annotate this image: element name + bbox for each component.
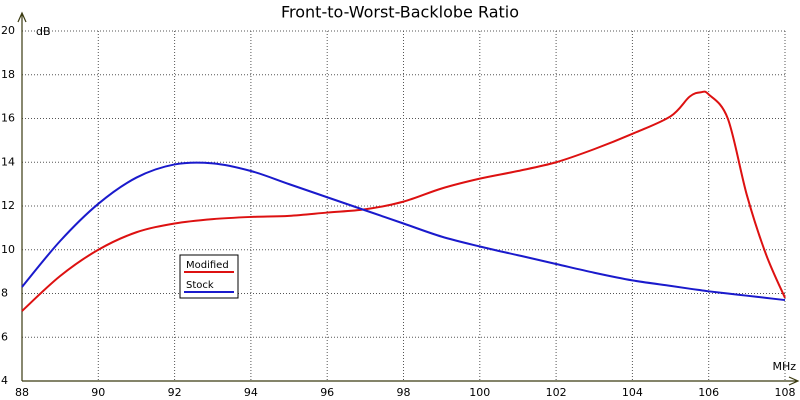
- x-tick-label: 88: [15, 386, 29, 399]
- legend-box: [179, 254, 239, 299]
- y-axis: [17, 11, 27, 381]
- x-tick-label: 94: [244, 386, 258, 399]
- legend-label: Stock: [186, 280, 214, 291]
- x-tick-label: 108: [775, 386, 796, 399]
- x-tick-label: 92: [168, 386, 182, 399]
- y-tick-label: 10: [1, 243, 15, 256]
- x-tick-label: 104: [622, 386, 643, 399]
- y-tick-label: 14: [1, 155, 15, 168]
- x-axis: [22, 376, 800, 386]
- x-tick-label: 98: [397, 386, 411, 399]
- x-tick-label: 102: [546, 386, 567, 399]
- x-tick-label: 106: [698, 386, 719, 399]
- chart-title: Front-to-Worst-Backlobe Ratio: [281, 3, 519, 22]
- y-tick-label: 18: [1, 68, 15, 81]
- y-tick-label: 4: [1, 374, 8, 387]
- y-tick-label: 6: [1, 330, 8, 343]
- x-tick-label: 96: [320, 386, 334, 399]
- y-tick-label: 20: [1, 24, 15, 37]
- x-tick-label: 90: [91, 386, 105, 399]
- data-line: [21, 161, 786, 302]
- data-line: [21, 90, 786, 312]
- y-tick-label: 12: [1, 199, 15, 212]
- x-axis-label: MHz: [772, 360, 796, 373]
- y-tick-label: 16: [1, 112, 15, 125]
- y-tick-label: 8: [1, 287, 8, 300]
- legend-label: Modified: [186, 260, 229, 271]
- x-tick-label: 100: [469, 386, 490, 399]
